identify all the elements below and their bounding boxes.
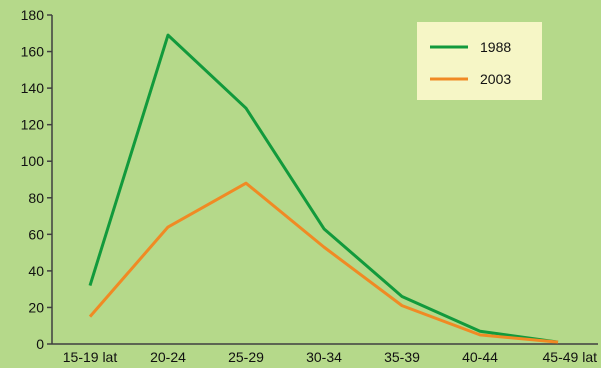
x-tick-label: 15-19 lat [63,349,118,365]
x-tick-label: 25-29 [228,349,264,365]
y-axis-ticks: 0 20 40 60 80 100 120 140 160 180 [21,7,52,352]
y-tick-label: 40 [28,263,44,279]
y-tick-label: 120 [21,117,45,133]
y-tick-label: 160 [21,44,45,60]
y-tick-label: 80 [28,190,44,206]
legend-label-2003: 2003 [480,71,511,87]
x-tick-label: 45-49 lat [543,349,598,365]
x-tick-label: 35-39 [384,349,420,365]
x-tick-label: 40-44 [462,349,498,365]
series-line-2003 [88,181,559,344]
y-tick-label: 100 [21,153,45,169]
y-tick-label: 0 [36,336,44,352]
y-tick-label: 60 [28,226,44,242]
legend-label-1988: 1988 [480,39,511,55]
y-tick-label: 180 [21,7,45,23]
series-lines [88,33,559,344]
x-tick-label: 30-34 [306,349,342,365]
y-tick-label: 20 [28,299,44,315]
legend-box [417,22,542,100]
y-tick-label: 140 [21,80,45,96]
x-tick-label: 20-24 [150,349,186,365]
legend: 1988 2003 [417,22,542,100]
series-line-1988 [88,33,559,344]
x-axis-ticks: 15-19 lat 20-24 25-29 30-34 35-39 40-44 45-49 … [63,349,597,365]
